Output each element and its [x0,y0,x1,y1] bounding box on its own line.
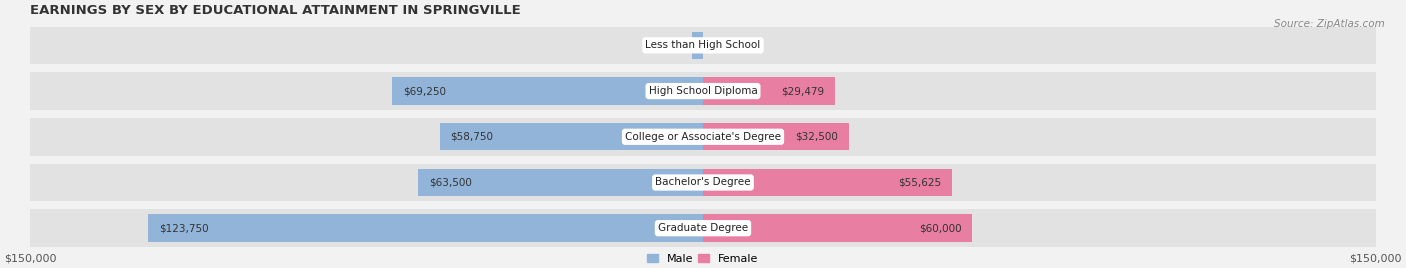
Bar [703,77,835,105]
Text: Graduate Degree: Graduate Degree [658,223,748,233]
Bar [692,32,703,59]
Text: $60,000: $60,000 [918,223,962,233]
Legend: Male, Female: Male, Female [647,254,759,264]
Text: High School Diploma: High School Diploma [648,86,758,96]
Text: $2,499: $2,499 [644,40,681,50]
Bar [31,164,1375,201]
Text: $63,500: $63,500 [429,177,472,188]
Text: $58,750: $58,750 [450,132,494,142]
Bar [31,118,1375,155]
Text: $55,625: $55,625 [898,177,942,188]
Text: EARNINGS BY SEX BY EDUCATIONAL ATTAINMENT IN SPRINGVILLE: EARNINGS BY SEX BY EDUCATIONAL ATTAINMEN… [31,4,522,17]
Text: $32,500: $32,500 [794,132,838,142]
Bar [31,210,1375,247]
Bar [440,123,703,151]
Bar [31,27,1375,64]
Bar [392,77,703,105]
Bar [418,169,703,196]
Text: Bachelor's Degree: Bachelor's Degree [655,177,751,188]
Text: Source: ZipAtlas.com: Source: ZipAtlas.com [1274,19,1385,29]
Bar [703,169,952,196]
Bar [703,123,849,151]
Text: College or Associate's Degree: College or Associate's Degree [626,132,780,142]
Bar [31,72,1375,110]
Bar [703,214,972,242]
Text: $29,479: $29,479 [782,86,824,96]
Text: Less than High School: Less than High School [645,40,761,50]
Text: $0: $0 [714,40,727,50]
Text: $123,750: $123,750 [159,223,208,233]
Text: $69,250: $69,250 [404,86,446,96]
Bar [148,214,703,242]
